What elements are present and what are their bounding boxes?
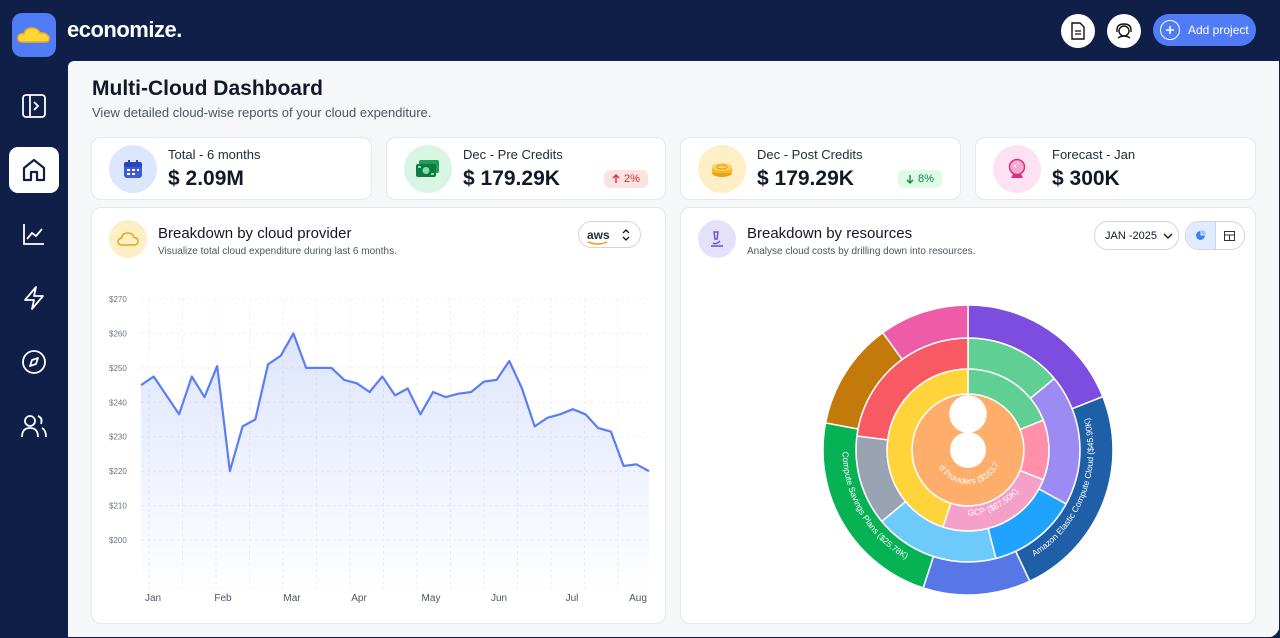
- brand-name: economize.: [67, 17, 182, 42]
- support-button[interactable]: [1107, 14, 1141, 48]
- card-icon-circle: [109, 220, 147, 258]
- series-line: [140, 332, 650, 473]
- resources-card: Breakdown by resources Analyse cloud cos…: [680, 207, 1256, 624]
- change-badge: 8%: [898, 170, 942, 188]
- y-tick-label: $250: [109, 364, 127, 373]
- area-fill: [141, 333, 649, 594]
- stat-card-post-credits: Dec - Post Credits $ 179.29K 8%: [680, 137, 961, 200]
- x-tick-label: Jul: [566, 593, 579, 604]
- change-value: 8%: [918, 173, 934, 185]
- chevron-down-icon: [1163, 233, 1173, 239]
- card-icon-circle: [698, 220, 736, 258]
- month-select[interactable]: JAN -2025: [1094, 221, 1179, 250]
- table-view-button[interactable]: [1216, 222, 1245, 249]
- change-value: 2%: [624, 173, 640, 185]
- sidebar-item-home[interactable]: [9, 147, 59, 193]
- card-title: Breakdown by cloud provider: [158, 225, 352, 242]
- pie-chart-icon: [1195, 230, 1206, 240]
- stat-card-forecast: Forecast - Jan $ 300K: [975, 137, 1256, 200]
- top-bar: economize. Add project: [0, 0, 1280, 61]
- stat-value: $ 179.29K: [463, 167, 560, 190]
- x-tick-label: Aug: [629, 593, 647, 604]
- stat-label: Total - 6 months: [168, 147, 261, 162]
- page-title: Multi-Cloud Dashboard: [92, 77, 323, 100]
- y-tick-label: $270: [109, 295, 127, 304]
- cloud-icon: [117, 232, 139, 246]
- y-tick-label: $210: [109, 502, 127, 511]
- coins-icon: [712, 163, 732, 177]
- cloud-provider-card: Breakdown by cloud provider Visualize to…: [91, 207, 666, 624]
- page-subtitle: View detailed cloud-wise reports of your…: [92, 105, 432, 120]
- headset-icon: [1116, 23, 1132, 39]
- add-project-label: Add project: [1188, 23, 1249, 37]
- card-subtitle: Visualize total cloud expenditure during…: [158, 246, 397, 257]
- main-content: Multi-Cloud Dashboard View detailed clou…: [68, 61, 1279, 637]
- sidebar-item-collapse[interactable]: [9, 83, 59, 129]
- table-icon: [1224, 230, 1236, 241]
- logo[interactable]: [12, 13, 56, 57]
- lightning-icon: [24, 286, 44, 310]
- compass-icon: [22, 350, 46, 374]
- sidebar-collapse-icon: [22, 94, 46, 118]
- cash-icon: [416, 160, 439, 177]
- sunburst-segment[interactable]: [1019, 419, 1050, 481]
- x-tick-label: Jun: [491, 593, 507, 604]
- sidebar-item-savings[interactable]: [9, 275, 59, 321]
- add-project-button[interactable]: Add project: [1153, 14, 1256, 46]
- stat-value: $ 300K: [1052, 167, 1120, 190]
- stat-card-total: Total - 6 months $ 2.09M: [91, 137, 372, 200]
- y-tick-label: $240: [109, 398, 127, 407]
- stat-value: $ 179.29K: [757, 167, 854, 190]
- y-tick-label: $200: [109, 536, 127, 545]
- stat-card-pre-credits: Dec - Pre Credits $ 179.29K 2%: [386, 137, 666, 200]
- sidebar-item-explore[interactable]: [9, 339, 59, 385]
- report-button[interactable]: [1061, 14, 1095, 48]
- stat-icon-circle: [993, 145, 1041, 193]
- cloud-logo-icon: [17, 27, 50, 43]
- microscope-icon: [711, 231, 723, 247]
- home-icon: [22, 158, 46, 182]
- stat-value: $ 2.09M: [168, 167, 244, 190]
- chevron-updown-icon: [622, 228, 630, 241]
- cost-line-chart: $270 $260 $250 $240 $230 $220 $210 $200 Jan Feb Ma…: [109, 295, 650, 604]
- stat-label: Dec - Pre Credits: [463, 147, 563, 162]
- y-tick-label: $260: [109, 329, 127, 338]
- provider-select[interactable]: aws: [578, 221, 641, 248]
- sidebar-item-users[interactable]: [9, 403, 59, 449]
- month-value: JAN -2025: [1105, 229, 1157, 242]
- aws-logo: aws: [587, 227, 610, 245]
- arrow-up-icon: [612, 174, 620, 183]
- stat-icon-circle: [698, 145, 746, 193]
- document-icon: [1071, 22, 1085, 40]
- x-tick-label: Feb: [214, 593, 232, 604]
- sunburst-segment[interactable]: [881, 304, 969, 361]
- x-tick-label: Jan: [145, 593, 161, 604]
- calendar-icon: [124, 160, 142, 178]
- resources-sunburst-chart: Cloud Providers ($163.78K)GCP ($67.50K)A…: [681, 264, 1114, 596]
- stat-icon-circle: [404, 145, 452, 193]
- sidebar: [0, 61, 68, 638]
- card-title: Breakdown by resources: [747, 225, 913, 242]
- pie-view-button[interactable]: [1186, 222, 1216, 249]
- y-tick-label: $220: [109, 467, 127, 476]
- users-icon: [21, 415, 47, 438]
- x-tick-label: Apr: [351, 593, 367, 604]
- sidebar-item-analytics[interactable]: [9, 211, 59, 257]
- change-badge: 2%: [604, 170, 648, 188]
- line-chart-icon: [23, 224, 44, 245]
- view-toggle: [1185, 221, 1245, 250]
- x-tick-label: Mar: [283, 593, 301, 604]
- stat-label: Forecast - Jan: [1052, 147, 1136, 162]
- stat-label: Dec - Post Credits: [757, 147, 863, 162]
- plus-circle-icon: [1160, 20, 1180, 40]
- x-tick-label: May: [422, 593, 441, 604]
- crystal-ball-icon: [1008, 158, 1026, 178]
- y-tick-label: $230: [109, 433, 127, 442]
- sunburst-center: [950, 432, 986, 468]
- arrow-down-icon: [906, 175, 914, 184]
- card-subtitle: Analyse cloud costs by drilling down int…: [747, 246, 976, 257]
- stat-icon-circle: [109, 145, 157, 193]
